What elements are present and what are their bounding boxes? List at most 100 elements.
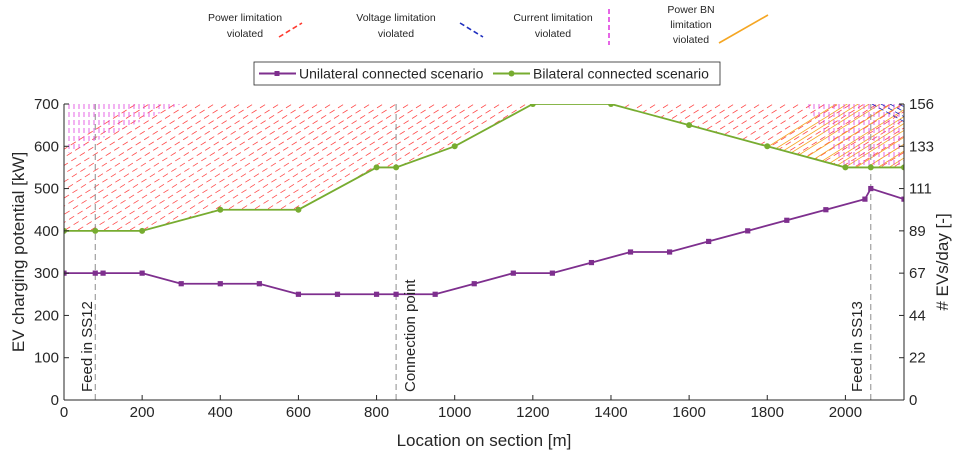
power-hatch-line <box>391 104 904 231</box>
power-hatch-line <box>287 104 809 231</box>
unilateral-point <box>588 259 595 266</box>
bilateral-point <box>139 227 146 234</box>
bilateral-point <box>764 143 771 150</box>
unilateral-point <box>100 270 106 276</box>
y-tick-label: 600 <box>34 138 59 155</box>
y-tick-label: 300 <box>34 265 59 282</box>
annotation-feed-ss12: Feed in SS12 <box>79 301 96 392</box>
y-ticks: 0 100 200 300 400 500 600 700 <box>34 96 69 409</box>
power-hatch-line <box>64 104 536 231</box>
x-tick-label: 0 <box>60 404 68 421</box>
legend-bn-swatch <box>718 14 769 44</box>
legend-unilateral-label: Unilateral connected scenario <box>299 66 484 82</box>
legend-power-swatch <box>278 22 303 38</box>
bn-hatch-line <box>610 104 904 168</box>
bilateral-point <box>867 164 874 171</box>
bn-hatch-line <box>610 104 896 168</box>
unilateral-point <box>432 291 438 297</box>
y2-tick-label: 89 <box>909 223 926 240</box>
power-hatch-line <box>326 104 848 231</box>
unilateral-point <box>471 281 477 287</box>
unilateral-point <box>334 291 341 297</box>
legend-bn-label-line1: Power BN <box>667 4 714 16</box>
unilateral-point <box>178 281 184 287</box>
voltage-hatch-line <box>935 104 957 214</box>
legend-voltage-label-line1: Voltage limitation <box>356 12 436 24</box>
y2-tick-label: 156 <box>909 96 934 113</box>
unilateral-point <box>627 249 634 255</box>
power-hatch-line <box>64 104 432 231</box>
unilateral-point <box>510 270 516 276</box>
legend-bn-label-line2: limitation <box>670 19 712 31</box>
unilateral-point <box>868 185 874 192</box>
y-axis-label: EV charging potential [kW] <box>9 152 28 352</box>
power-hatch-line <box>64 104 289 231</box>
bn-hatch-line <box>610 104 904 168</box>
power-hatch-line <box>64 104 458 231</box>
bilateral-point <box>686 122 693 129</box>
bilateral-point <box>217 206 224 213</box>
bn-hatch-line <box>610 104 904 168</box>
legend-power-label-line2: violated <box>227 28 263 40</box>
legend-bn-label-line3: violated <box>673 34 709 46</box>
unilateral-point <box>256 281 262 287</box>
bn-hatch-line <box>627 104 904 168</box>
power-hatch-line <box>404 104 904 231</box>
power-hatch-line <box>64 104 380 231</box>
y2-tick-label: 67 <box>909 265 926 282</box>
bn-hatch-line <box>610 104 904 168</box>
power-hatch-line <box>64 104 250 231</box>
bn-violation-hatch <box>610 104 904 168</box>
power-hatch-line <box>64 104 302 231</box>
power-hatch-line <box>469 104 904 231</box>
power-hatch-line <box>560 104 904 231</box>
power-hatch-line <box>352 104 874 231</box>
bilateral-point <box>295 206 302 213</box>
axes <box>63 104 905 401</box>
y-tick-label: 400 <box>34 223 59 240</box>
power-hatch-line <box>64 104 276 231</box>
y2-tick-label: 22 <box>909 350 926 367</box>
power-hatch-line <box>64 104 341 231</box>
power-hatch-line <box>378 104 900 231</box>
x-tick-label: 1800 <box>751 404 784 421</box>
power-hatch-line <box>64 104 523 231</box>
bilateral-point <box>373 164 380 171</box>
legend-bilateral-marker <box>508 70 515 77</box>
bilateral-point <box>92 227 99 234</box>
power-hatch-line <box>612 104 904 231</box>
power-hatch-line <box>64 104 185 231</box>
power-hatch-line <box>64 104 549 231</box>
y2-axis-label: # EVs/day [-] <box>933 213 952 310</box>
voltage-hatch-line <box>944 104 957 214</box>
power-hatch-line <box>521 104 904 231</box>
unilateral-point <box>745 228 751 234</box>
bn-hatch-line <box>610 104 904 168</box>
power-hatch-line <box>64 104 471 231</box>
power-hatch-line <box>64 104 237 231</box>
unilateral-point <box>706 238 712 245</box>
bn-hatch-line <box>610 104 904 168</box>
power-hatch-line <box>64 104 328 231</box>
legend-voltage-swatch <box>459 22 484 38</box>
power-hatch-line <box>64 104 198 231</box>
unilateral-point <box>549 270 555 276</box>
power-hatch-line <box>547 104 904 231</box>
power-hatch-line <box>64 104 510 231</box>
bn-hatch-line <box>610 104 904 168</box>
annotation-feed-ss13: Feed in SS13 <box>849 301 866 392</box>
power-violation-hatch <box>64 104 904 231</box>
voltage-hatch-line <box>868 104 904 126</box>
series-legend-box <box>253 61 721 86</box>
bn-hatch-line <box>610 104 904 168</box>
bn-hatch-line <box>610 104 904 168</box>
bn-hatch-line <box>610 104 885 168</box>
power-hatch-line <box>300 104 822 231</box>
series-line-unilateral <box>64 187 904 296</box>
unilateral-point <box>862 196 868 202</box>
bn-hatch-line <box>610 104 904 168</box>
power-hatch-line <box>417 104 904 231</box>
power-hatch-line <box>64 104 315 231</box>
legend-unilateral-marker <box>274 71 280 76</box>
legend-power-label-line1: Power limitation <box>208 12 282 24</box>
